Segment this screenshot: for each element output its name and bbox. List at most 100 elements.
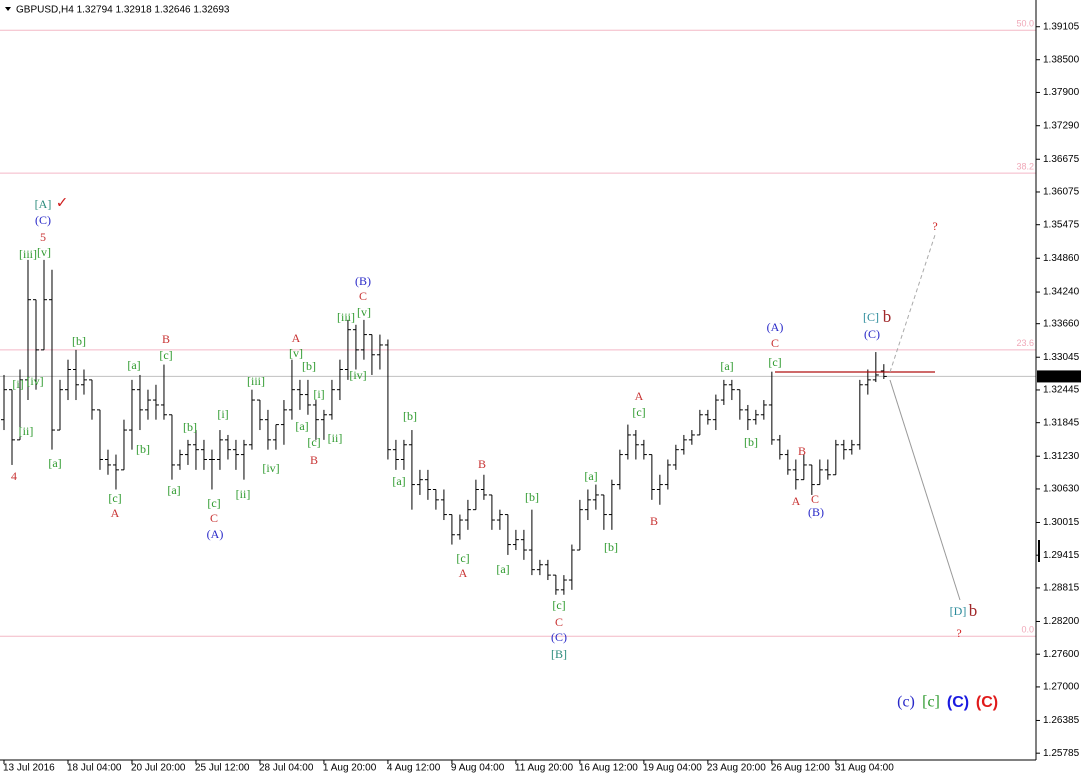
wave-label: [b] xyxy=(72,334,86,348)
y-tick-label: 1.36075 xyxy=(1043,187,1080,198)
wave-label: (B) xyxy=(355,274,371,288)
wave-label: [i] xyxy=(217,407,228,421)
x-tick-label: 1 Aug 20:00 xyxy=(323,763,377,774)
wave-label: A xyxy=(292,331,301,345)
wave-label: [a] xyxy=(295,419,308,433)
chart-title: GBPUSD,H4 1.32794 1.32918 1.32646 1.3269… xyxy=(16,5,230,16)
wave-label: b xyxy=(969,601,978,620)
wave-label: [i] xyxy=(313,387,324,401)
wave-label: [A] xyxy=(35,197,52,211)
wave-label: [a] xyxy=(720,359,733,373)
wave-label: [c] xyxy=(922,694,940,711)
y-tick-label: 1.38500 xyxy=(1043,54,1080,65)
wave-label: [C] xyxy=(863,310,879,324)
wave-label: (C) xyxy=(551,630,567,644)
price-bars xyxy=(0,259,887,595)
wave-label: (A) xyxy=(767,320,784,334)
wave-label: [b] xyxy=(525,490,539,504)
wave-label: [ii] xyxy=(328,431,343,445)
wave-label: [c] xyxy=(552,598,565,612)
wave-label: 4 xyxy=(11,469,17,483)
wave-label: [iii] xyxy=(247,374,265,388)
y-tick-label: 1.27600 xyxy=(1043,649,1080,660)
wave-label: [b] xyxy=(604,540,618,554)
wave-label: [c] xyxy=(768,355,781,369)
y-tick-label: 1.32445 xyxy=(1043,385,1080,396)
y-tick-label: 1.29415 xyxy=(1043,550,1080,561)
axes: 1.39105 1.38500 1.37900 1.37290 1.36675 1.360… xyxy=(3,21,1081,774)
wave-label: [v] xyxy=(289,346,303,360)
wave-label: [a] xyxy=(127,358,140,372)
y-tick-label: 1.28200 xyxy=(1043,616,1080,627)
level-label: 38.2 xyxy=(1016,162,1034,172)
wave-label: [c] xyxy=(632,405,645,419)
wave-label: [iv] xyxy=(26,374,43,388)
x-tick-label: 28 Jul 04:00 xyxy=(259,763,314,774)
wave-label: [b] xyxy=(403,409,417,423)
wave-label: ✓ xyxy=(56,195,69,211)
wave-label: (C) xyxy=(35,213,51,227)
wave-label: [c] xyxy=(307,435,320,449)
wave-label: [ii] xyxy=(236,487,251,501)
y-tick-label: 1.35475 xyxy=(1043,219,1080,230)
wave-labels: [A] ✓(C)5[iii] [v][i] [iv][ii]4[a][b][a][c]… xyxy=(11,195,998,711)
x-tick-label: 11 Aug 20:00 xyxy=(515,763,574,774)
wave-label: (C) xyxy=(947,694,969,711)
x-tick-label: 31 Aug 04:00 xyxy=(835,763,894,774)
wave-label: B xyxy=(650,514,658,528)
wave-label: [b] xyxy=(744,435,758,449)
x-tick-label: 9 Aug 04:00 xyxy=(451,763,505,774)
x-tick-label: 4 Aug 12:00 xyxy=(387,763,441,774)
x-tick-label: 25 Jul 12:00 xyxy=(195,763,250,774)
y-tick-label: 1.37900 xyxy=(1043,87,1080,98)
y-tick-label: 1.36675 xyxy=(1043,154,1080,165)
wave-label: [a] xyxy=(48,456,61,470)
wave-label: A xyxy=(635,389,644,403)
fib-levels: 50.0 38.2 23.6 0.0 xyxy=(0,19,1036,637)
y-tick-label: 1.31845 xyxy=(1043,417,1080,428)
projection-down xyxy=(889,379,961,601)
wave-label: 5 xyxy=(40,230,46,244)
y-tick-label: 1.37290 xyxy=(1043,120,1080,131)
wave-label: [a] xyxy=(584,469,597,483)
y-tick-label: 1.39105 xyxy=(1043,21,1080,32)
x-tick-label: 20 Jul 20:00 xyxy=(131,763,186,774)
wave-label: [a] xyxy=(496,562,509,576)
wave-label: [a] xyxy=(167,483,180,497)
last-price-box xyxy=(1037,370,1081,383)
level-label: 23.6 xyxy=(1016,338,1034,348)
wave-label: B xyxy=(310,453,318,467)
wave-label: [c] xyxy=(207,496,220,510)
x-tick-label: 18 Jul 04:00 xyxy=(67,763,122,774)
y-tick-label: 1.30015 xyxy=(1043,517,1080,528)
wave-label: [v] xyxy=(37,245,51,259)
wave-label: [c] xyxy=(108,491,121,505)
wave-label: [c] xyxy=(159,348,172,362)
wave-label: (c) xyxy=(897,694,915,711)
x-tick-label: 19 Aug 04:00 xyxy=(643,763,702,774)
y-tick-label: 1.25785 xyxy=(1043,748,1080,759)
x-tick-label: 23 Aug 20:00 xyxy=(707,763,766,774)
wave-label: (A) xyxy=(207,527,224,541)
y-tick-label: 1.31230 xyxy=(1043,451,1080,462)
wave-label: C xyxy=(811,492,819,506)
wave-label: C xyxy=(210,511,218,525)
wave-label: B xyxy=(798,444,806,458)
projection-up xyxy=(889,234,936,373)
wave-label: [v] xyxy=(357,305,371,319)
wave-label: [iii] xyxy=(19,247,37,261)
wave-label: (C) xyxy=(864,327,880,341)
wave-label: [iv] xyxy=(349,368,366,382)
y-tick-label: 1.26385 xyxy=(1043,715,1080,726)
wave-label: C xyxy=(771,336,779,350)
y-tick-label: 1.28815 xyxy=(1043,583,1080,594)
wave-label: [b] xyxy=(183,420,197,434)
y-tick-label: 1.33660 xyxy=(1043,318,1080,329)
wave-label: ? xyxy=(956,626,961,640)
wave-label: B xyxy=(478,457,486,471)
y-tick-label: 1.27000 xyxy=(1043,682,1080,693)
y-tick-label: 1.33045 xyxy=(1043,352,1080,363)
